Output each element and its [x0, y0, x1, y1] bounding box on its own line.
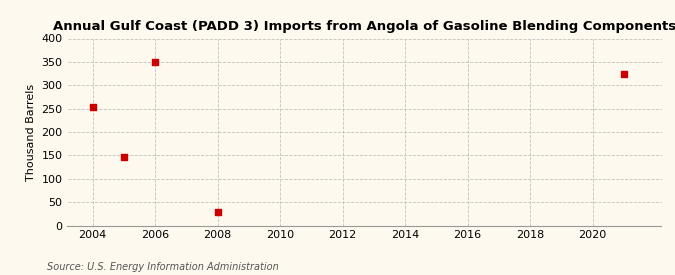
Point [212, 210, 223, 214]
Title: Annual Gulf Coast (PADD 3) Imports from Angola of Gasoline Blending Components: Annual Gulf Coast (PADD 3) Imports from … [53, 20, 675, 33]
Text: Source: U.S. Energy Information Administration: Source: U.S. Energy Information Administ… [47, 262, 279, 272]
Point [150, 60, 161, 64]
Point [618, 72, 629, 77]
Point [87, 105, 98, 109]
Y-axis label: Thousand Barrels: Thousand Barrels [26, 83, 36, 181]
Point [118, 155, 129, 159]
